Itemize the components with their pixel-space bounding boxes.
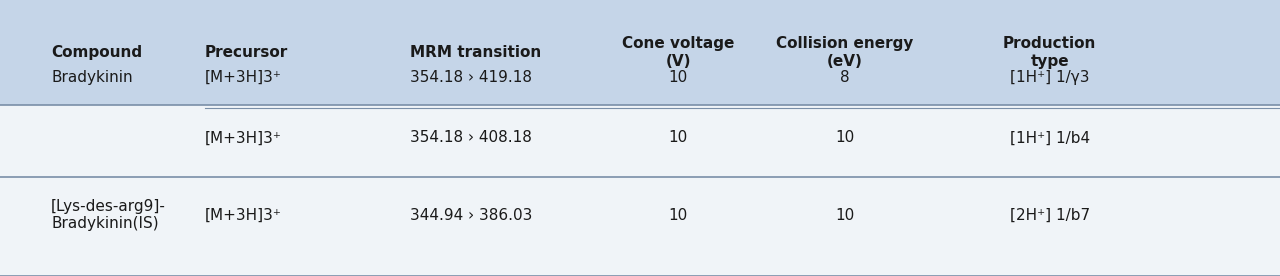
Text: Precursor: Precursor	[205, 45, 288, 60]
FancyBboxPatch shape	[0, 0, 1280, 105]
Text: 354.18 › 408.18: 354.18 › 408.18	[410, 131, 531, 145]
Text: Compound: Compound	[51, 45, 142, 60]
Text: [2H⁺] 1/b7: [2H⁺] 1/b7	[1010, 208, 1089, 223]
Text: [Lys-des-arg9]-
Bradykinin(IS): [Lys-des-arg9]- Bradykinin(IS)	[51, 199, 166, 232]
Text: 10: 10	[668, 208, 689, 223]
Text: 10: 10	[835, 208, 855, 223]
Text: 344.94 › 386.03: 344.94 › 386.03	[410, 208, 532, 223]
Text: 10: 10	[668, 131, 689, 145]
Text: 354.18 › 419.18: 354.18 › 419.18	[410, 70, 531, 85]
Text: 10: 10	[835, 131, 855, 145]
Text: 8: 8	[840, 70, 850, 85]
Text: [M+3H]3⁺: [M+3H]3⁺	[205, 131, 282, 145]
Text: [M+3H]3⁺: [M+3H]3⁺	[205, 208, 282, 223]
Text: Bradykinin: Bradykinin	[51, 70, 133, 85]
Text: Collision energy
(eV): Collision energy (eV)	[776, 36, 914, 69]
Text: [1H⁺] 1/b4: [1H⁺] 1/b4	[1010, 131, 1089, 145]
Text: Production
type: Production type	[1004, 36, 1096, 69]
Text: [M+3H]3⁺: [M+3H]3⁺	[205, 70, 282, 85]
Text: MRM transition: MRM transition	[410, 45, 541, 60]
FancyBboxPatch shape	[0, 105, 1280, 276]
Text: [1H⁺] 1/γ3: [1H⁺] 1/γ3	[1010, 70, 1089, 85]
Text: 10: 10	[668, 70, 689, 85]
Text: Cone voltage
(V): Cone voltage (V)	[622, 36, 735, 69]
